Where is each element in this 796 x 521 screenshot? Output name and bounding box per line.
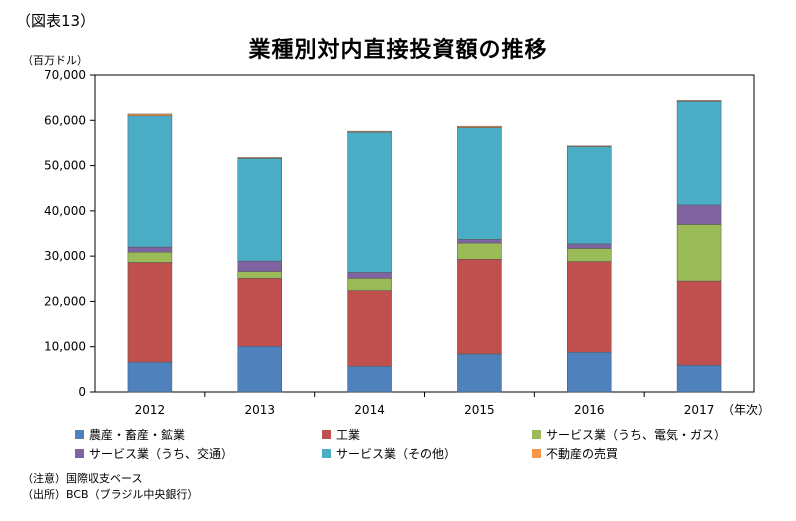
bar-segment	[347, 278, 392, 291]
y-tick-label: 0	[78, 385, 86, 399]
bar-segment	[127, 246, 173, 253]
bar-segment	[457, 239, 502, 244]
bar-segment	[457, 353, 502, 393]
plot-area: 0 10,000 20,000 30,000 40,000 50,000 60,000 70,…	[44, 68, 755, 417]
bar-segment	[237, 157, 282, 159]
bar-segment	[237, 271, 282, 279]
bar-segment	[567, 243, 612, 249]
bar-segment	[127, 113, 173, 117]
bar-segment	[237, 278, 282, 347]
legend-swatch	[532, 430, 541, 439]
x-tick-label: 2017	[684, 403, 715, 417]
legend-label: 工業	[336, 428, 361, 442]
bar-segment	[567, 146, 612, 245]
bar-segment	[676, 204, 722, 225]
legend-label: 農産・畜産・鉱業	[89, 428, 186, 442]
bar-segment	[347, 365, 392, 393]
bar-segment	[457, 242, 502, 260]
legend-item: 不動産の売買	[532, 445, 618, 462]
x-tick-label: 2014	[354, 403, 385, 417]
legend-swatch	[75, 430, 84, 439]
legend-swatch	[532, 449, 541, 458]
bar-segment	[676, 101, 722, 206]
legend-item: 工業	[322, 426, 360, 443]
bar-segment	[457, 127, 502, 240]
bar-segment	[676, 224, 722, 282]
bar-segment	[237, 346, 282, 393]
legend-item: サービス業（その他）	[322, 445, 456, 462]
y-tick-label: 20,000	[44, 294, 86, 308]
bar-segment	[127, 115, 173, 248]
bar-segment	[457, 125, 502, 128]
y-tick-label: 70,000	[44, 68, 86, 82]
x-tick-label: 2016	[574, 403, 605, 417]
bar-segment	[127, 251, 173, 263]
y-tick-label: 60,000	[44, 113, 86, 127]
plot-frame	[94, 74, 755, 393]
y-tick-label: 40,000	[44, 204, 86, 218]
bar-segment	[237, 158, 282, 262]
y-tick-label: 10,000	[44, 340, 86, 354]
footnote-source: （出所）BCB（ブラジル中央銀行）	[22, 488, 199, 501]
bar-segment	[347, 290, 392, 367]
figure-label: （図表13）	[16, 12, 96, 30]
bar-segment	[567, 248, 612, 262]
bar-segment	[127, 361, 173, 393]
legend-label: 不動産の売買	[546, 447, 619, 461]
bar-segment	[457, 259, 502, 355]
bar-segment	[567, 351, 612, 393]
bar-segment	[676, 365, 722, 393]
legend-label: サービス業（うち、交通）	[89, 447, 234, 461]
bar-segment	[676, 280, 722, 366]
y-tick-label: 50,000	[44, 159, 86, 173]
chart-title: 業種別対内直接投資額の推移	[248, 38, 548, 63]
x-axis-unit-label: （年次）	[722, 403, 771, 417]
legend-swatch	[75, 449, 84, 458]
legend-label: サービス業（その他）	[336, 447, 457, 461]
bar-segment	[127, 262, 173, 363]
x-tick-label: 2012	[135, 403, 166, 417]
bar-segment	[676, 100, 722, 102]
legend-item: サービス業（うち、交通）	[75, 445, 233, 462]
bar-segment	[237, 260, 282, 272]
legend-swatch	[322, 449, 331, 458]
legend-label: サービス業（うち、電気・ガス）	[546, 428, 727, 442]
bar-segment	[347, 131, 392, 273]
x-tick-label: 2013	[244, 403, 275, 417]
bar-segment	[567, 145, 612, 147]
bar-segment	[567, 261, 612, 353]
footnote-note: （注意）国際収支ベース	[22, 472, 143, 485]
y-tick-label: 30,000	[44, 249, 86, 263]
x-tick-label: 2015	[464, 403, 495, 417]
bar-segment	[347, 130, 392, 133]
legend-swatch	[322, 430, 331, 439]
y-axis-label: （百万ドル）	[22, 54, 88, 67]
bar-segment	[347, 272, 392, 279]
legend-item: 農産・畜産・鉱業	[75, 426, 185, 443]
legend-item: サービス業（うち、電気・ガス）	[532, 426, 726, 443]
